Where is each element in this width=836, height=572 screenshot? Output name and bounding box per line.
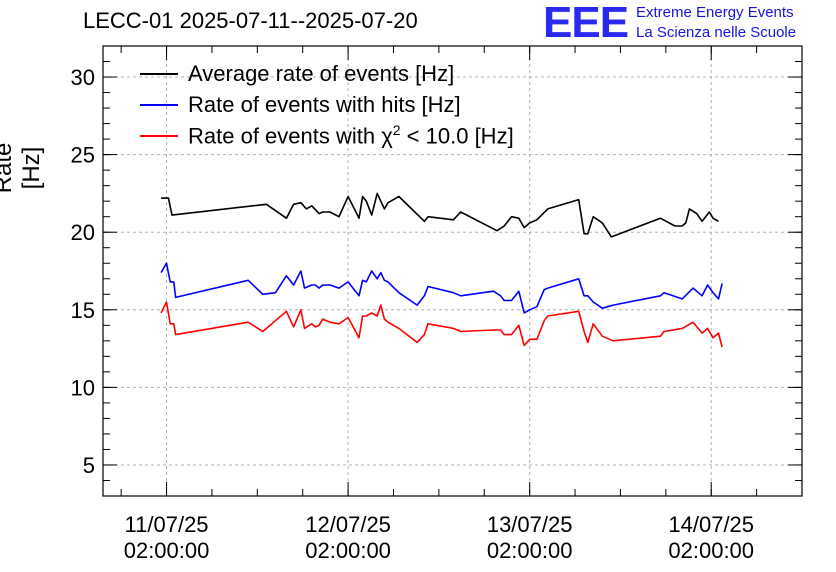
legend-label: Average rate of events [Hz]	[188, 60, 455, 86]
logo-line1: Extreme Energy Events	[636, 4, 794, 21]
x-tick-label-time: 02:00:00	[668, 538, 754, 563]
x-tick-label-date: 11/07/25	[125, 512, 209, 537]
x-tick-label-time: 02:00:00	[487, 538, 573, 563]
x-tick-label-date: 13/07/25	[487, 512, 573, 537]
series-lines	[160, 192, 723, 348]
legend-item-average: Average rate of events [Hz]	[140, 58, 514, 89]
x-tick-label-date: 12/07/25	[305, 512, 391, 537]
grid	[103, 46, 802, 496]
logo-line2: La Scienza nelle Scuole	[636, 24, 797, 41]
y-tick-label: 25	[71, 143, 95, 168]
legend-swatch-blue	[140, 103, 178, 106]
y-tick-label: 30	[71, 65, 95, 90]
legend-item-chi2: Rate of events with χ2 < 10.0 [Hz]	[140, 120, 514, 151]
y-axis-label: Rate [Hz]	[0, 142, 45, 194]
y-tick-label: 20	[71, 220, 95, 245]
legend-swatch-red	[140, 134, 178, 137]
legend-item-hits: Rate of events with hits [Hz]	[140, 89, 514, 120]
y-tick-label: 15	[71, 298, 95, 323]
x-tick-label-time: 02:00:00	[124, 538, 210, 563]
x-tick-label-time: 02:00:00	[305, 538, 391, 563]
legend-label: Rate of events with hits [Hz]	[188, 91, 461, 117]
plot-frame	[102, 45, 803, 497]
eee-logo: EEE	[543, 0, 629, 47]
chart-title: LECC-01 2025-07-11--2025-07-20	[83, 8, 418, 33]
series-line-1	[160, 262, 723, 314]
axis-ticks: 5101520253011/07/2502:00:0012/07/2502:00…	[71, 45, 802, 563]
y-tick-label: 10	[71, 375, 95, 400]
legend: Average rate of events [Hz] Rate of even…	[140, 58, 514, 151]
y-tick-label: 5	[83, 453, 95, 478]
logo-text: Extreme Energy Events La Scienza nelle S…	[636, 3, 796, 43]
legend-label: Rate of events with χ2 < 10.0 [Hz]	[188, 121, 514, 149]
x-tick-label-date: 14/07/25	[668, 512, 754, 537]
series-line-0	[161, 192, 719, 238]
legend-swatch-black	[140, 72, 178, 75]
series-line-2	[160, 301, 723, 348]
